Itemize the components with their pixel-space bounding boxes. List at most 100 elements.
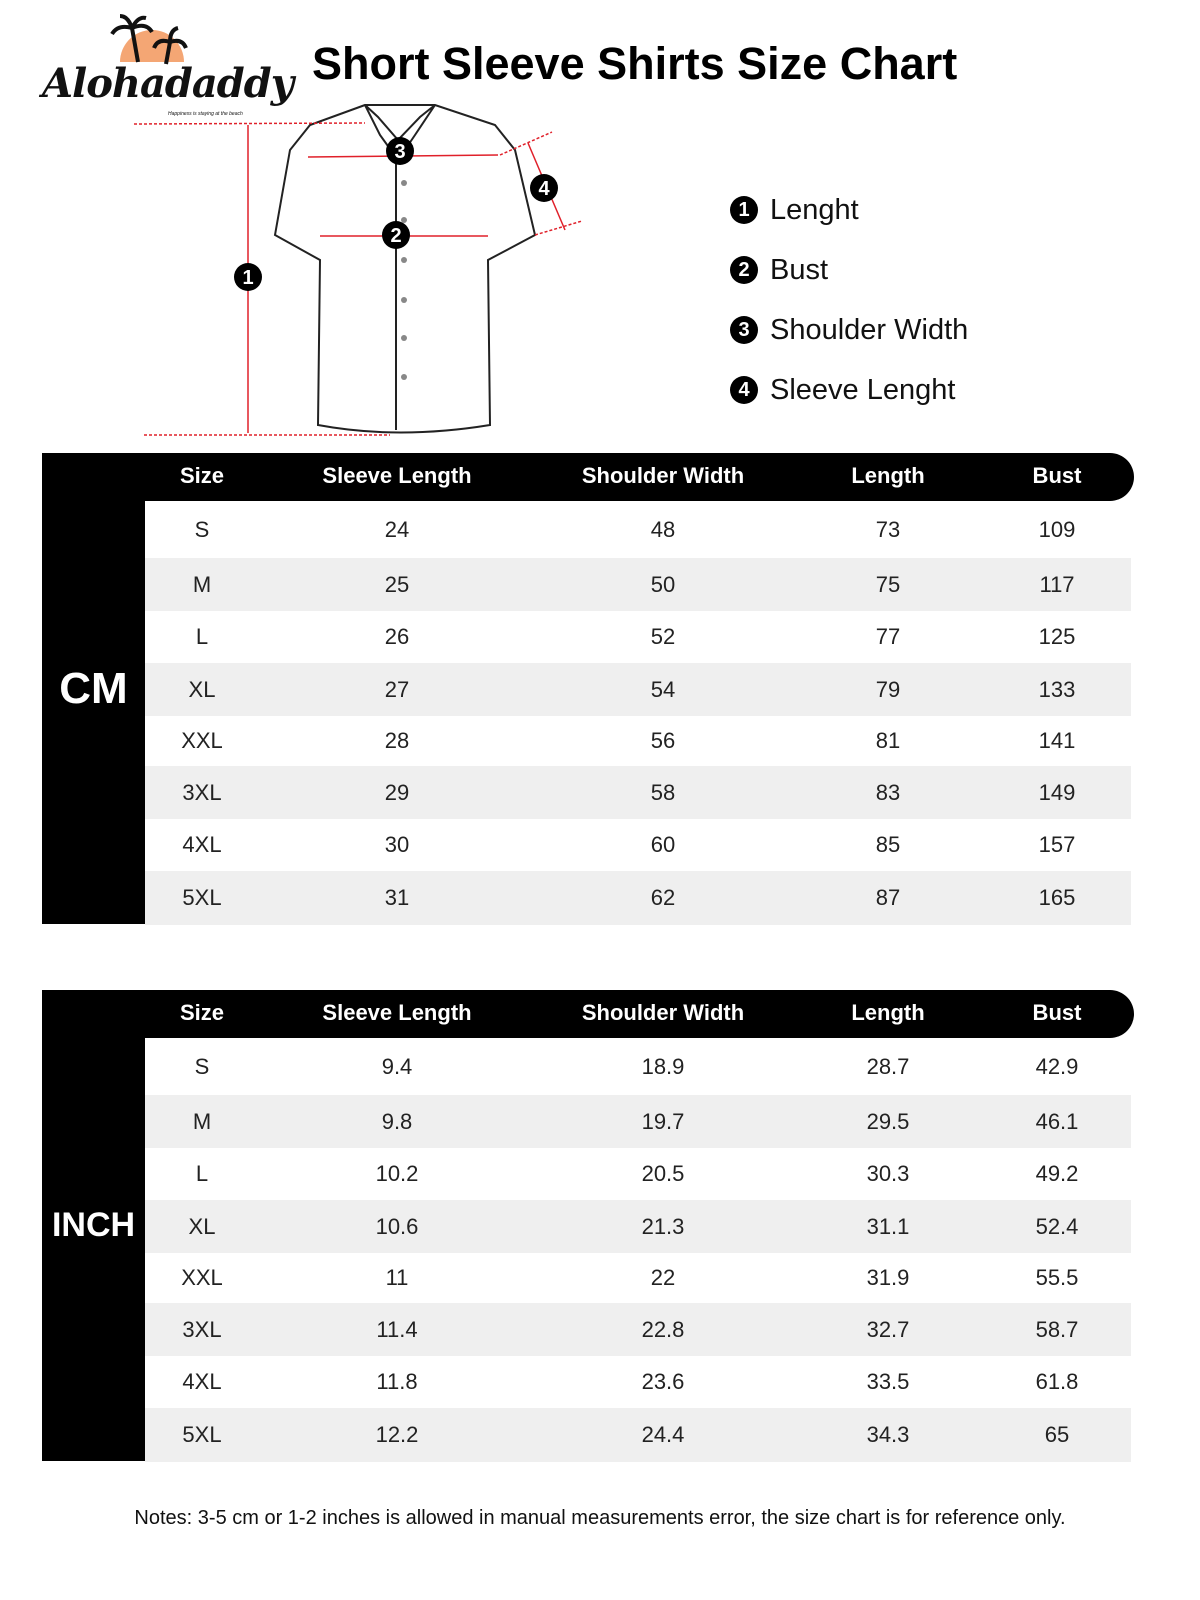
table-cell: 9.8: [381, 1108, 413, 1134]
table-row: M 25 50 75 117: [145, 558, 1131, 611]
table-cell: 109: [1038, 516, 1076, 542]
table-row: 4XL 11.8 23.6 33.5 61.8: [145, 1356, 1131, 1408]
table-cell: 27: [384, 676, 410, 702]
table-cell: 28.7: [866, 1053, 910, 1079]
table-cell: 18.9: [641, 1053, 685, 1079]
table-cell: 9.4: [381, 1053, 413, 1079]
table-cell: 50: [650, 571, 676, 597]
table-cell: 58.7: [1035, 1316, 1079, 1342]
size-table-inch: INCH Size Sleeve Length Shoulder Width Lengt…: [42, 990, 1134, 1462]
table-cell: 79: [875, 676, 901, 702]
table-row: 4XL 30 60 85 157: [145, 819, 1131, 871]
table-header: Size Sleeve Length Shoulder Width Length Bus…: [42, 990, 1134, 1038]
column-header: Sleeve Length: [322, 1000, 472, 1025]
table-cell: 49.2: [1035, 1161, 1079, 1186]
table-cell: 31.1: [866, 1213, 910, 1239]
table-cell: 65: [1044, 1422, 1070, 1447]
legend-label: Bust: [770, 253, 829, 286]
table-row: XL 27 54 79 133: [145, 663, 1131, 716]
table-row: L 10.2 20.5 30.3 49.2: [145, 1148, 1131, 1200]
table-cell: 58: [650, 779, 676, 805]
table-cell: 5XL: [182, 885, 222, 910]
table-cell: 32.7: [866, 1316, 910, 1342]
palm-sun-icon: [110, 14, 188, 65]
table-cell: 77: [875, 624, 901, 649]
column-header: Shoulder Width: [581, 463, 745, 488]
table-cell: 20.5: [641, 1161, 685, 1186]
table-cell: 83: [875, 779, 901, 805]
table-cell: XXL: [181, 1265, 223, 1290]
table-cell: 11.4: [376, 1316, 418, 1342]
brand-tagline: Happiness is staying at the beach: [168, 111, 243, 117]
marker-2: 2: [390, 225, 401, 247]
table-cell: 33.5: [866, 1369, 910, 1394]
notes: Notes: 3-5 cm or 1-2 inches is allowed i…: [134, 1507, 1066, 1529]
table-row: M 9.8 19.7 29.5 46.1: [145, 1095, 1131, 1148]
marker-1: 1: [242, 267, 253, 289]
legend-number: 4: [730, 376, 758, 404]
table-cell: 61.8: [1035, 1369, 1079, 1394]
table-cell: L: [195, 1161, 209, 1186]
legend-label: Shoulder Width: [770, 313, 969, 346]
table-cell: XL: [188, 676, 216, 702]
legend-label: Sleeve Lenght: [770, 373, 956, 406]
brand-logo: Alohadaddy Happiness is staying at the b…: [40, 14, 294, 117]
table-cell: 125: [1038, 624, 1076, 649]
table-row: 5XL 31 62 87 165: [145, 871, 1131, 925]
table-cell: XXL: [181, 728, 223, 753]
table-cell: 48: [650, 516, 676, 542]
table-cell: M: [192, 1108, 212, 1134]
table-cell: 149: [1038, 779, 1076, 805]
size-table-cm: CM Size Sleeve Length Shoulder Width Length B…: [42, 453, 1134, 925]
table-cell: 52.4: [1035, 1213, 1079, 1239]
table-row: XL 10.6 21.3 31.1 52.4: [145, 1200, 1131, 1253]
table-cell: 54: [650, 676, 676, 702]
legend-label: Lenght: [770, 193, 859, 226]
table-cell: 30.3: [866, 1161, 910, 1186]
table-cell: 34.3: [866, 1422, 910, 1447]
table-cell: 55.5: [1035, 1265, 1079, 1290]
table-cell: 75: [875, 571, 901, 597]
table-cell: 42.9: [1035, 1053, 1079, 1079]
table-cell: 4XL: [182, 1369, 222, 1394]
table-cell: 24.4: [641, 1422, 685, 1447]
table-cell: 24: [384, 516, 410, 542]
table-row: XXL 28 56 81 141: [145, 716, 1131, 766]
table-cell: 165: [1038, 885, 1076, 910]
table-row: 5XL 12.2 24.4 34.3 65: [145, 1408, 1131, 1462]
marker-3: 3: [394, 141, 405, 163]
table-cell: 117: [1039, 571, 1075, 597]
table-cell: 10.6: [375, 1213, 419, 1239]
table-cell: 73: [875, 516, 901, 542]
table-cell: 25: [384, 571, 410, 597]
legend-item: 4 Sleeve Lenght: [730, 360, 968, 420]
table-cell: 26: [384, 624, 410, 649]
table-cell: 62: [650, 885, 676, 910]
table-cell: 11: [385, 1265, 409, 1290]
legend-item: 2 Bust: [730, 240, 968, 300]
table-row: S 9.4 18.9 28.7 42.9: [145, 1038, 1131, 1095]
table-cell: 29: [384, 779, 410, 805]
legend-number: 3: [730, 316, 758, 344]
table-row: 3XL 29 58 83 149: [145, 766, 1131, 819]
table-cell: 29.5: [866, 1108, 910, 1134]
table-cell: 3XL: [182, 1316, 222, 1342]
table-cell: 22: [650, 1265, 676, 1290]
table-header: Size Sleeve Length Shoulder Width Length Bus…: [42, 453, 1134, 501]
table-cell: S: [194, 1053, 210, 1079]
table-cell: 21.3: [641, 1213, 685, 1239]
unit-label: INCH: [42, 990, 145, 1461]
table-cell: 141: [1038, 728, 1076, 753]
legend-item: 1 Lenght: [730, 180, 968, 240]
table-cell: 23.6: [641, 1369, 685, 1394]
column-header: Length: [851, 1000, 925, 1025]
table-cell: 28: [384, 728, 410, 753]
table-cell: 19.7: [641, 1108, 685, 1134]
legend-item: 3 Shoulder Width: [730, 300, 968, 360]
shirt-diagram: 1 2 3 4: [133, 104, 583, 436]
table-cell: 87: [875, 885, 901, 910]
table-cell: 60: [650, 832, 676, 857]
table-cell: 46.1: [1035, 1108, 1079, 1134]
marker-4: 4: [538, 178, 550, 200]
